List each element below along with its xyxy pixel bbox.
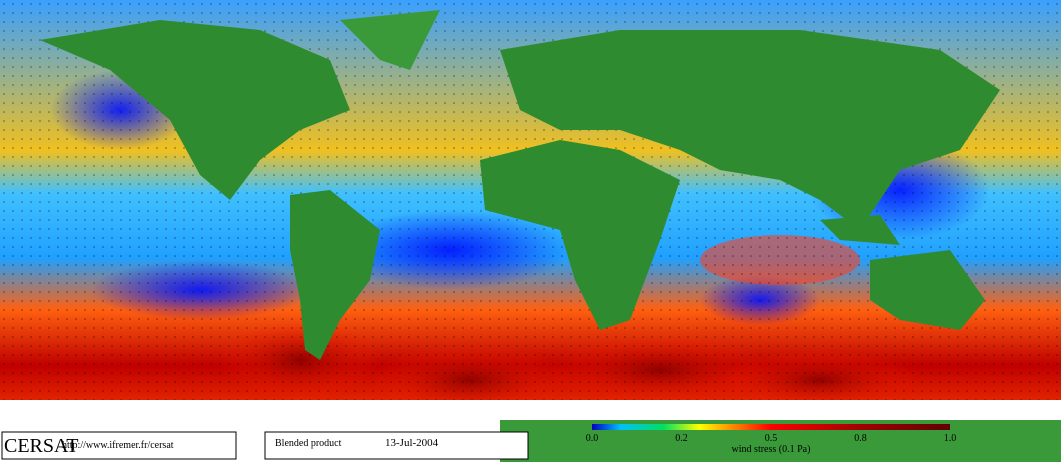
colorbar-tick-label: 0.2	[675, 433, 688, 444]
continents	[40, 10, 1000, 360]
colorbar-tick-label: 0.8	[854, 433, 867, 444]
colorbar-tick-label: 0.5	[765, 433, 778, 444]
logo: CERSAT	[4, 435, 78, 457]
colorbar-label: wind stress (0.1 Pa)	[732, 444, 811, 455]
colorbar	[592, 424, 950, 430]
product-box	[264, 431, 529, 460]
url[interactable]: http://www.ifremer.fr/cersat	[62, 440, 174, 451]
logo-box	[1, 431, 237, 460]
product: Blended product	[275, 438, 342, 449]
colorbar-ticks: 0.0 0.2 0.5 0.8 1.0	[586, 433, 957, 444]
colorbar-tick-label: 0.0	[586, 433, 599, 444]
colorbar-tick-label: 1.0	[944, 433, 957, 444]
date: 13-Jul-2004	[385, 437, 439, 449]
